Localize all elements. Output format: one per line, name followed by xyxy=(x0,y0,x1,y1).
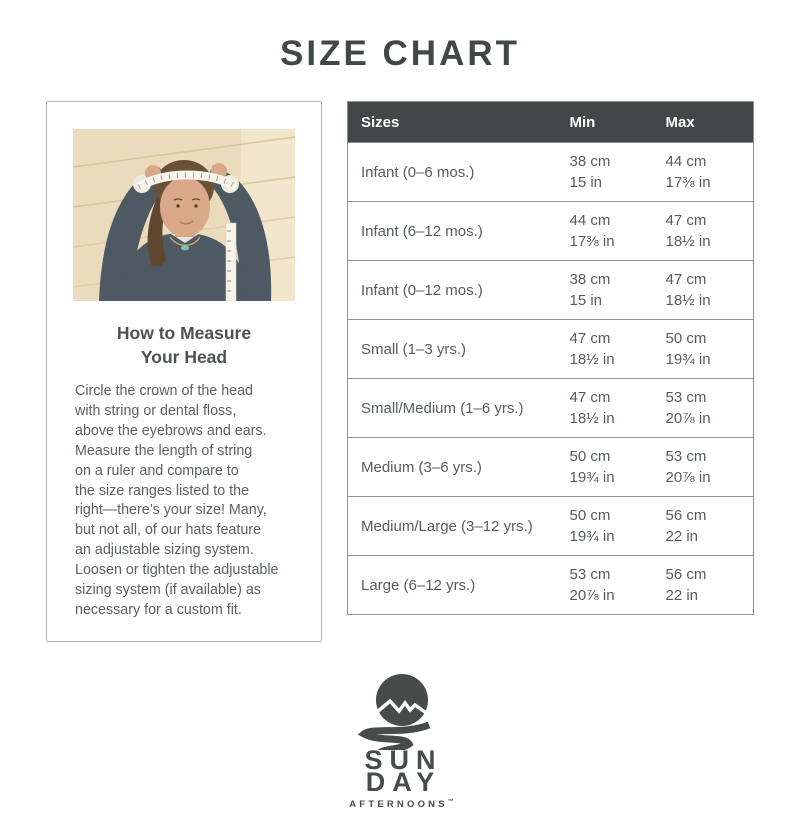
logo-afternoons-text: AFTERNOONS xyxy=(349,798,448,810)
logo-afternoons: AFTERNOONS™ xyxy=(346,799,454,810)
min-cm: 53 cm xyxy=(569,566,611,583)
trademark-symbol: ™ xyxy=(447,798,454,805)
size-table: Sizes Min Max Infant (0–6 mos.) 38 cm 15… xyxy=(347,101,754,615)
min-cm: 47 cm xyxy=(569,330,611,347)
size-label: Infant (0–6 mos.) xyxy=(361,163,475,181)
size-label: Large (6–12 yrs.) xyxy=(361,576,476,594)
max-in: 17⅜ in xyxy=(665,174,711,191)
max-cell: 53 cm 20⅞ in xyxy=(656,379,754,438)
max-cm: 47 cm xyxy=(665,271,707,288)
max-in: 22 in xyxy=(665,528,699,545)
max-cm: 53 cm xyxy=(665,448,707,465)
col-header-min: Min xyxy=(559,101,656,143)
col-header-sizes: Sizes xyxy=(347,101,560,143)
table-row: Small (1–3 yrs.) 47 cm 18½ in 50 cm 19¾ … xyxy=(347,319,754,379)
max-cm: 50 cm xyxy=(665,330,707,347)
min-in: 20⅞ in xyxy=(569,587,615,604)
min-in: 18½ in xyxy=(569,351,615,368)
size-label: Small/Medium (1–6 yrs.) xyxy=(361,399,524,417)
min-cell: 50 cm 19¾ in xyxy=(560,497,656,556)
size-label: Medium (3–6 yrs.) xyxy=(361,458,482,476)
size-label: Small (1–3 yrs.) xyxy=(361,340,467,358)
table-row: Infant (0–6 mos.) 38 cm 15 in 44 cm 17⅜ … xyxy=(347,142,754,202)
content-area: How to Measure Your Head Circle the crow… xyxy=(46,101,754,642)
max-cell: 50 cm 19¾ in xyxy=(656,320,754,379)
size-label: Medium/Large (3–12 yrs.) xyxy=(361,517,533,535)
table-row: Small/Medium (1–6 yrs.) 47 cm 18½ in 53 … xyxy=(347,378,754,438)
max-in: 20⅞ in xyxy=(665,410,711,427)
max-in: 18½ in xyxy=(665,292,711,309)
max-cell: 44 cm 17⅜ in xyxy=(656,143,754,202)
min-cell: 47 cm 18½ in xyxy=(560,320,656,379)
size-label: Infant (0–12 mos.) xyxy=(361,281,483,299)
max-cell: 47 cm 18½ in xyxy=(656,261,754,320)
min-cell: 44 cm 17⅜ in xyxy=(560,202,656,261)
min-cm: 38 cm xyxy=(569,153,611,170)
measure-instructions: Circle the crown of the head with string… xyxy=(75,383,279,618)
min-cell: 38 cm 15 in xyxy=(560,143,656,202)
min-cm: 38 cm xyxy=(569,271,611,288)
max-in: 22 in xyxy=(665,587,699,604)
table-row: Medium (3–6 yrs.) 50 cm 19¾ in 53 cm 20⅞… xyxy=(347,437,754,497)
max-cell: 47 cm 18½ in xyxy=(656,202,754,261)
min-cm: 50 cm xyxy=(569,448,611,465)
max-cell: 56 cm 22 in xyxy=(656,497,754,556)
logo-word-day: DAY xyxy=(365,766,442,797)
min-in: 19¾ in xyxy=(569,528,615,545)
min-cell: 47 cm 18½ in xyxy=(560,379,656,438)
min-in: 19¾ in xyxy=(569,469,615,486)
min-cm: 44 cm xyxy=(569,212,611,229)
brand-logo: SUN DAY AFTERNOONS™ xyxy=(0,672,800,810)
table-row: Large (6–12 yrs.) 53 cm 20⅞ in 56 cm 22 … xyxy=(347,555,754,615)
min-cell: 50 cm 19¾ in xyxy=(560,438,656,497)
min-cell: 53 cm 20⅞ in xyxy=(560,556,656,615)
col-header-max: Max xyxy=(655,101,754,143)
size-label: Infant (6–12 mos.) xyxy=(361,222,483,240)
max-cm: 53 cm xyxy=(665,389,707,406)
sun-mountain-icon xyxy=(357,673,441,750)
min-cell: 38 cm 15 in xyxy=(560,261,656,320)
max-in: 18½ in xyxy=(665,233,711,250)
max-cm: 56 cm xyxy=(665,566,707,583)
max-cell: 53 cm 20⅞ in xyxy=(656,438,754,497)
logo-word-sun: SUN xyxy=(364,744,443,775)
min-cm: 50 cm xyxy=(569,507,611,524)
measuring-photo xyxy=(73,129,295,301)
measure-heading: How to Measure Your Head xyxy=(116,323,252,367)
max-cell: 56 cm 22 in xyxy=(656,556,754,615)
max-cm: 44 cm xyxy=(665,153,707,170)
max-in: 19¾ in xyxy=(665,351,711,368)
measure-card: How to Measure Your Head Circle the crow… xyxy=(46,101,322,642)
max-in: 20⅞ in xyxy=(665,469,711,486)
min-in: 18½ in xyxy=(569,410,615,427)
table-row: Infant (6–12 mos.) 44 cm 17⅜ in 47 cm 18… xyxy=(347,201,754,261)
max-cm: 56 cm xyxy=(665,507,707,524)
max-cm: 47 cm xyxy=(665,212,707,229)
table-row: Medium/Large (3–12 yrs.) 50 cm 19¾ in 56… xyxy=(347,496,754,556)
min-cm: 47 cm xyxy=(569,389,611,406)
table-header-row: Sizes Min Max xyxy=(347,101,754,143)
min-in: 17⅜ in xyxy=(569,233,615,250)
page-title: SIZE CHART xyxy=(280,34,520,73)
min-in: 15 in xyxy=(569,174,603,191)
size-table-wrap: Sizes Min Max Infant (0–6 mos.) 38 cm 15… xyxy=(347,101,754,615)
table-row: Infant (0–12 mos.) 38 cm 15 in 47 cm 18½… xyxy=(347,260,754,320)
min-in: 15 in xyxy=(569,292,603,309)
